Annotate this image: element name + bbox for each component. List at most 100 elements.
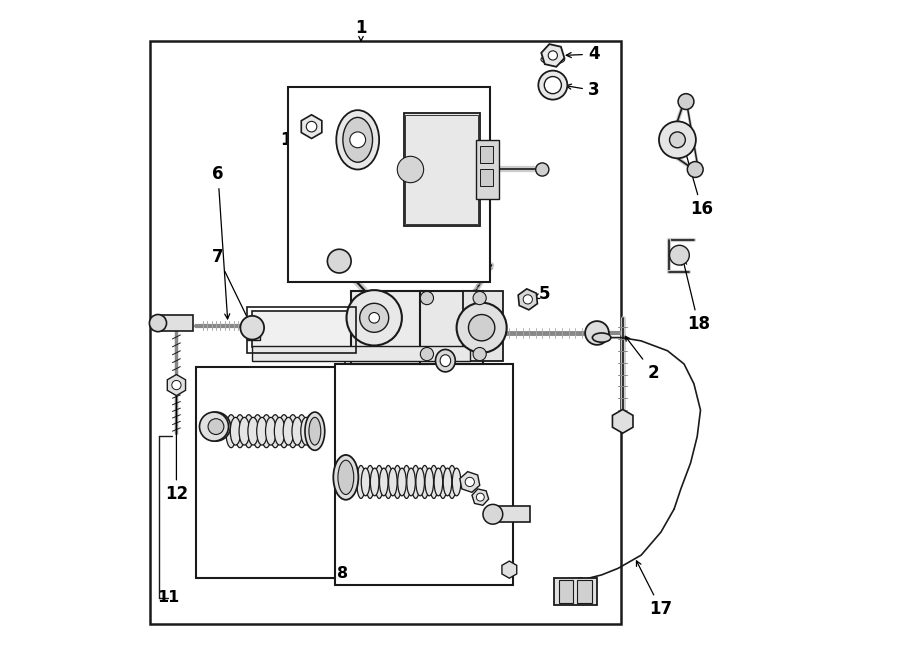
Circle shape <box>328 250 351 273</box>
Circle shape <box>536 163 549 176</box>
Ellipse shape <box>398 468 406 496</box>
Bar <box>480 169 493 186</box>
Circle shape <box>202 412 230 441</box>
Circle shape <box>670 246 689 265</box>
Circle shape <box>473 291 486 305</box>
Text: 8: 8 <box>337 566 348 581</box>
Ellipse shape <box>333 455 358 500</box>
Text: 12: 12 <box>165 389 188 504</box>
Text: 5: 5 <box>446 347 464 365</box>
Bar <box>476 140 500 199</box>
Circle shape <box>659 121 696 158</box>
Ellipse shape <box>256 417 267 445</box>
Text: 2: 2 <box>626 336 659 381</box>
Circle shape <box>346 290 402 346</box>
Text: 14: 14 <box>349 216 418 260</box>
Ellipse shape <box>337 110 379 169</box>
Circle shape <box>420 291 434 305</box>
Ellipse shape <box>429 465 438 498</box>
Bar <box>420 291 483 364</box>
Circle shape <box>473 348 486 361</box>
Bar <box>247 307 356 353</box>
Ellipse shape <box>440 355 451 367</box>
Text: 1: 1 <box>356 19 367 41</box>
Text: 10: 10 <box>220 395 325 427</box>
Ellipse shape <box>252 414 263 448</box>
Ellipse shape <box>389 468 397 496</box>
Ellipse shape <box>380 468 388 496</box>
Ellipse shape <box>402 465 410 498</box>
Text: 4: 4 <box>566 45 599 63</box>
Bar <box>577 580 591 602</box>
Circle shape <box>172 381 181 390</box>
Circle shape <box>350 132 365 148</box>
Bar <box>196 367 351 578</box>
Bar <box>480 146 493 163</box>
Ellipse shape <box>288 414 298 448</box>
Ellipse shape <box>310 417 320 445</box>
Ellipse shape <box>292 417 302 445</box>
Circle shape <box>397 156 424 183</box>
Text: 16: 16 <box>682 144 714 218</box>
Text: 15: 15 <box>349 162 373 201</box>
Ellipse shape <box>425 468 434 496</box>
Ellipse shape <box>239 417 249 445</box>
Circle shape <box>420 348 434 361</box>
Ellipse shape <box>361 468 370 496</box>
Text: 18: 18 <box>682 260 710 334</box>
Ellipse shape <box>305 414 316 448</box>
Ellipse shape <box>248 417 258 445</box>
Ellipse shape <box>407 468 416 496</box>
Bar <box>150 41 621 624</box>
Ellipse shape <box>305 412 325 450</box>
Text: 7: 7 <box>212 248 250 324</box>
Circle shape <box>523 295 533 304</box>
Bar <box>335 364 513 585</box>
Ellipse shape <box>230 417 241 445</box>
Ellipse shape <box>384 465 392 498</box>
Bar <box>252 346 470 361</box>
Ellipse shape <box>434 468 443 496</box>
Circle shape <box>456 303 507 353</box>
Circle shape <box>360 303 389 332</box>
Ellipse shape <box>438 465 447 498</box>
Ellipse shape <box>266 417 276 445</box>
Circle shape <box>469 314 495 341</box>
Ellipse shape <box>284 417 293 445</box>
Text: 17: 17 <box>636 561 672 618</box>
Text: 13: 13 <box>280 128 309 149</box>
Ellipse shape <box>448 465 456 498</box>
Ellipse shape <box>244 414 254 448</box>
Ellipse shape <box>356 465 365 498</box>
Text: 9: 9 <box>318 443 369 493</box>
Ellipse shape <box>296 414 307 448</box>
Text: 11: 11 <box>157 591 179 606</box>
Circle shape <box>688 162 703 177</box>
Circle shape <box>678 94 694 109</box>
Circle shape <box>544 77 562 94</box>
Ellipse shape <box>416 468 425 496</box>
Circle shape <box>240 316 264 340</box>
Ellipse shape <box>235 414 245 448</box>
Bar <box>157 315 193 331</box>
Ellipse shape <box>226 414 237 448</box>
Circle shape <box>548 51 557 60</box>
Circle shape <box>208 418 224 434</box>
Bar <box>554 578 597 604</box>
Ellipse shape <box>270 414 281 448</box>
Bar <box>289 87 490 281</box>
Ellipse shape <box>541 55 564 64</box>
Circle shape <box>585 321 609 345</box>
Ellipse shape <box>301 417 311 445</box>
Ellipse shape <box>420 465 429 498</box>
Ellipse shape <box>371 468 379 496</box>
Text: 10: 10 <box>455 486 479 545</box>
Bar <box>404 113 480 226</box>
Ellipse shape <box>365 465 374 498</box>
Ellipse shape <box>375 465 383 498</box>
Ellipse shape <box>279 414 289 448</box>
Ellipse shape <box>261 414 272 448</box>
Bar <box>247 319 260 340</box>
Circle shape <box>200 412 229 441</box>
Circle shape <box>476 493 484 501</box>
